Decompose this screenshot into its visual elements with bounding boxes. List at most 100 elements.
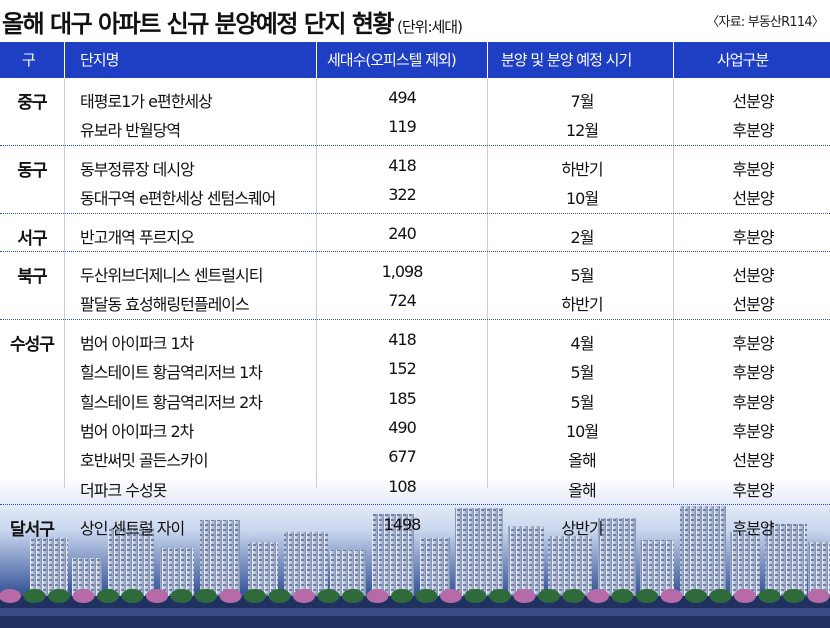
tree-shape xyxy=(636,589,658,603)
table-row: 범어 아이파크 1차 418 4월 후분양 xyxy=(0,326,830,355)
col-header-district: 구 xyxy=(22,51,36,69)
complex-name: 유보라 반월당역 xyxy=(80,121,181,141)
district-label: 북구 xyxy=(17,267,47,287)
sale-timing: 5월 xyxy=(570,363,595,383)
sale-timing: 하반기 xyxy=(561,295,603,315)
tree-shape xyxy=(146,589,168,603)
building-shape xyxy=(200,520,240,598)
housing-table: 중구 태평로1가 e편한세상 494 7월 선분양 유보라 반월당역 119 12월 후분양 동구… xyxy=(0,78,830,548)
tree-shape xyxy=(293,589,315,603)
column-divider xyxy=(64,78,65,488)
business-type: 선분양 xyxy=(732,92,774,111)
tree-shape xyxy=(219,589,242,603)
unit-count: 152 xyxy=(388,359,417,379)
table-row: 반고개역 푸르지오 240 2월 후분양 xyxy=(0,220,830,249)
building-shape xyxy=(730,532,760,598)
sale-timing: 7월 xyxy=(570,92,595,111)
group-separator xyxy=(0,318,830,320)
business-type: 후분양 xyxy=(732,159,774,179)
tree-shape xyxy=(807,589,830,603)
complex-name: 상인 센트럴 자이 xyxy=(80,519,185,539)
group-separator xyxy=(0,504,830,506)
header-divider xyxy=(487,42,488,78)
unit-count: 119 xyxy=(388,117,417,137)
unit-count: 1498 xyxy=(383,515,422,535)
business-type: 선분양 xyxy=(732,295,774,315)
building-shape xyxy=(680,506,726,598)
district-label: 중구 xyxy=(17,93,47,113)
source-label: 〈자료: 부동산R114〉 xyxy=(706,15,825,30)
sale-timing: 10월 xyxy=(565,189,599,209)
unit-count: 677 xyxy=(388,447,417,467)
building-shape xyxy=(808,542,830,598)
business-type: 후분양 xyxy=(732,363,774,383)
building-shape xyxy=(508,526,544,598)
sale-timing: 올해 xyxy=(568,451,596,471)
col-header-units: 세대수(오피스텔 제외) xyxy=(327,51,457,69)
unit-count: 490 xyxy=(388,418,417,437)
sale-timing: 상반기 xyxy=(561,519,603,539)
building-shape xyxy=(30,538,68,598)
tree-shape xyxy=(783,589,805,603)
building-shape xyxy=(548,536,592,598)
tree-shape xyxy=(366,589,389,603)
sale-timing: 2월 xyxy=(570,227,595,247)
tree-shape xyxy=(415,589,438,603)
tree-shape xyxy=(0,589,21,603)
table-row: 힐스테이트 황금역리저브 2차 185 5월 후분양 xyxy=(0,385,830,414)
business-type: 후분양 xyxy=(732,519,774,539)
header-divider xyxy=(316,42,317,78)
table-row: 더파크 수성못 108 올해 후분양 xyxy=(0,473,830,502)
table-row: 호반써밋 골든스카이 677 올해 선분양 xyxy=(0,443,830,472)
tree-shape xyxy=(121,589,144,603)
unit-count: 724 xyxy=(388,291,417,311)
tree-shape xyxy=(244,589,266,603)
sale-timing: 5월 xyxy=(570,266,595,285)
table-row: 팔달동 효성해링턴플레이스 724 하반기 선분양 xyxy=(0,287,830,316)
district-label: 동구 xyxy=(17,160,47,181)
page-title: 올해 대구 아파트 신규 분양예정 단지 현황 (단위:세대) xyxy=(2,10,463,38)
column-divider xyxy=(487,78,488,488)
business-type: 선분양 xyxy=(732,266,774,285)
tree-shape xyxy=(48,589,70,603)
tree-shape xyxy=(268,589,291,603)
table-row: 동부정류장 데시앙 418 하반기 후분양 xyxy=(0,152,830,181)
complex-name: 두산위브더제니스 센트럴시티 xyxy=(80,266,263,285)
tree-shape xyxy=(562,589,585,603)
complex-name: 동부정류장 데시앙 xyxy=(80,159,195,179)
table-row: 유보라 반월당역 119 12월 후분양 xyxy=(0,113,830,142)
complex-name: 범어 아이파크 1차 xyxy=(80,333,194,353)
business-type: 후분양 xyxy=(732,480,774,500)
tree-shape xyxy=(538,589,560,603)
complex-name: 반고개역 푸르지오 xyxy=(80,227,195,247)
building-shape xyxy=(284,532,328,598)
building-shape xyxy=(248,542,278,598)
tree-shape xyxy=(513,589,536,603)
tree-shape xyxy=(685,589,707,603)
sale-timing: 올해 xyxy=(568,480,596,500)
complex-name: 범어 아이파크 2차 xyxy=(80,422,194,441)
complex-name: 동대구역 e편한세상 센텀스퀘어 xyxy=(80,189,276,209)
tree-shape xyxy=(440,589,462,603)
column-divider xyxy=(316,78,317,488)
tree-shape xyxy=(170,589,193,603)
building-shape xyxy=(108,528,154,598)
district-label: 수성구 xyxy=(10,334,55,355)
tree-shape xyxy=(758,589,781,603)
tree-shape xyxy=(317,589,340,603)
tree-shape xyxy=(23,589,46,603)
group-separator xyxy=(0,144,830,146)
complex-name: 힐스테이트 황금역리저브 2차 xyxy=(80,392,263,412)
district-label: 서구 xyxy=(17,228,47,249)
tree-shape xyxy=(464,589,487,603)
business-type: 후분양 xyxy=(732,227,774,247)
tree-shape xyxy=(97,589,119,603)
building-shape xyxy=(420,538,450,598)
business-type: 선분양 xyxy=(732,451,774,471)
unit-count: 418 xyxy=(388,329,417,349)
column-divider xyxy=(673,78,674,488)
header-divider xyxy=(673,42,674,78)
building-shape xyxy=(372,514,414,598)
unit-count: 240 xyxy=(388,223,417,243)
complex-name: 힐스테이트 황금역리저브 1차 xyxy=(80,363,263,383)
